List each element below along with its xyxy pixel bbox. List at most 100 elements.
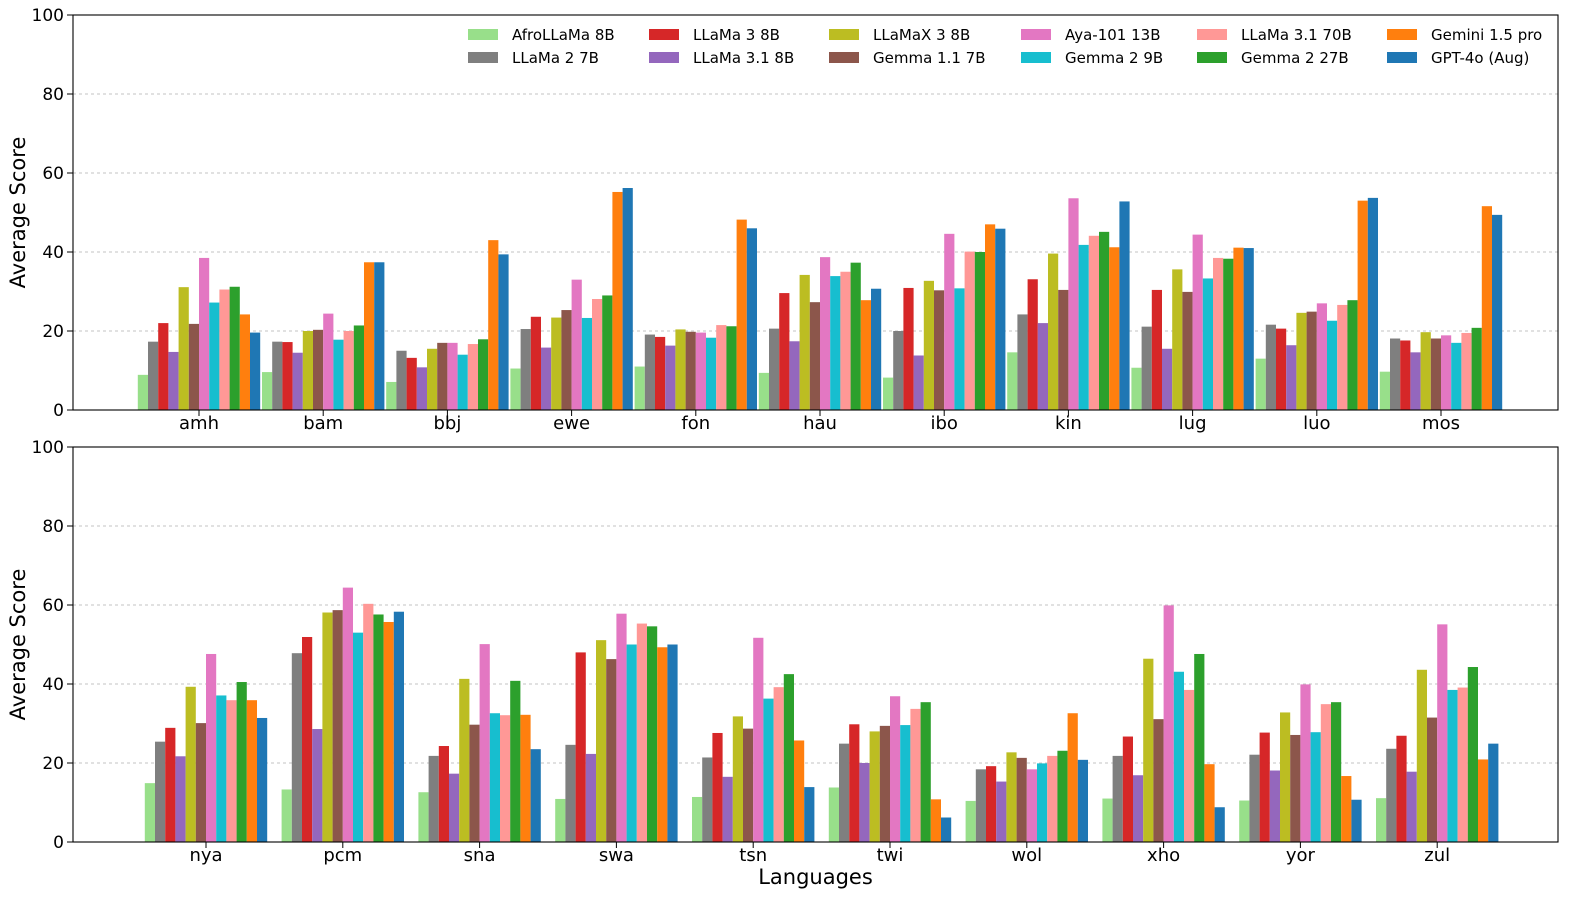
- bar-gemma-1-1-7b-mos: [1430, 338, 1441, 410]
- bar-afrollama-8b-fon: [634, 366, 645, 410]
- bar-gemini-1-5-pro-wol: [1067, 713, 1078, 842]
- bar-afrollama-8b-kin: [1007, 352, 1018, 410]
- bar-llama-2-7b-kin: [1017, 314, 1028, 410]
- bar-gemma-2-27b-xho: [1194, 653, 1205, 842]
- bar-afrollama-8b-pcm: [281, 789, 292, 842]
- bar-gemma-2-27b-swa: [647, 626, 658, 842]
- bar-llama-3-8b-amh: [158, 323, 169, 410]
- bar-gemma-1-1-7b-pcm: [332, 610, 343, 842]
- bar-gemini-1-5-pro-ibo: [985, 224, 996, 410]
- bar-gpt-4o-aug-xho: [1214, 807, 1225, 842]
- bar-gemma-2-27b-hau: [850, 262, 861, 410]
- bar-llama-2-7b-tsn: [702, 757, 713, 842]
- bar-afrollama-8b-sna: [418, 792, 429, 842]
- bar-aya-101-13b-mos: [1441, 335, 1452, 410]
- bar-llama-3-1-8b-nya: [175, 756, 186, 842]
- bar-llama-3-1-8b-pcm: [312, 729, 323, 842]
- bar-llama-3-1-70b-ibo: [964, 251, 975, 410]
- bar-llamax-3-8b-twi: [869, 731, 880, 842]
- bar-llama-3-1-70b-pcm: [363, 603, 374, 842]
- bar-llamax-3-8b-zul: [1416, 669, 1427, 842]
- legend-item-aya-101-13b: Aya-101 13B: [1021, 26, 1161, 44]
- bar-aya-101-13b-pcm: [342, 587, 353, 842]
- bar-gemma-1-1-7b-sna: [469, 724, 480, 842]
- bar-aya-101-13b-swa: [616, 613, 627, 842]
- bar-llama-2-7b-swa: [565, 744, 576, 842]
- bar-llama-3-1-8b-fon: [665, 345, 676, 410]
- bar-llama-3-1-70b-xho: [1184, 689, 1195, 842]
- bar-gemini-1-5-pro-twi: [930, 799, 941, 842]
- bar-llama-3-1-70b-bbj: [467, 344, 478, 410]
- bar-afrollama-8b-luo: [1255, 358, 1266, 410]
- y-axis-title: Average Score: [6, 569, 30, 721]
- bar-llama-2-7b-zul: [1386, 748, 1397, 842]
- bar-llamax-3-8b-amh: [178, 287, 189, 410]
- bar-llama-3-1-8b-zul: [1406, 771, 1417, 842]
- bar-gemini-1-5-pro-zul: [1478, 759, 1489, 842]
- bar-gpt-4o-aug-tsn: [804, 787, 815, 842]
- bar-gemma-1-1-7b-wol: [1016, 757, 1027, 842]
- y-tick-label: 20: [42, 754, 64, 774]
- bar-gpt-4o-aug-swa: [667, 644, 678, 842]
- y-axis-title: Average Score: [6, 137, 30, 289]
- bar-llama-3-1-70b-twi: [910, 708, 921, 842]
- bar-llama-3-1-8b-kin: [1037, 323, 1048, 410]
- legend-label: Gemma 2 27B: [1241, 49, 1349, 67]
- bar-llama-3-1-8b-bam: [292, 352, 303, 410]
- bar-llama-3-1-8b-luo: [1286, 345, 1297, 410]
- bar-gemma-2-9b-bbj: [457, 354, 468, 410]
- bar-afrollama-8b-ibo: [883, 377, 894, 410]
- bar-gemini-1-5-pro-ewe: [612, 191, 623, 410]
- bar-aya-101-13b-sna: [479, 644, 490, 842]
- bar-group-bam: [262, 262, 385, 410]
- legend-label: AfroLLaMa 8B: [512, 26, 615, 44]
- legend-swatch: [649, 29, 679, 40]
- bar-llamax-3-8b-lug: [1172, 269, 1183, 410]
- legend-item-llamax-3-8b: LLaMaX 3 8B: [829, 26, 970, 44]
- bar-afrollama-8b-amh: [137, 374, 148, 410]
- legend-label: LLaMa 3.1 8B: [693, 49, 794, 67]
- bar-llama-2-7b-fon: [644, 334, 655, 410]
- bar-aya-101-13b-xho: [1163, 605, 1174, 842]
- y-tick-label: 0: [53, 401, 64, 421]
- bar-group-mos: [1379, 206, 1503, 410]
- bar-gemini-1-5-pro-kin: [1109, 247, 1120, 410]
- bar-gpt-4o-aug-bbj: [498, 254, 509, 410]
- y-tick-label: 0: [53, 833, 64, 853]
- bar-group-xho: [1102, 605, 1225, 842]
- bar-llama-3-1-70b-zul: [1457, 687, 1468, 842]
- bar-group-yor: [1239, 684, 1362, 842]
- legend-swatch: [468, 29, 498, 40]
- bar-afrollama-8b-zul: [1376, 798, 1387, 842]
- bar-llamax-3-8b-mos: [1420, 332, 1431, 410]
- bar-llama-3-8b-yor: [1259, 732, 1270, 842]
- bar-afrollama-8b-hau: [758, 372, 769, 410]
- bar-group-wol: [965, 713, 1088, 842]
- x-tick-label-xho: xho: [1147, 845, 1180, 866]
- legend-swatch: [1197, 52, 1227, 63]
- bar-llama-3-1-8b-yor: [1269, 770, 1280, 842]
- bar-aya-101-13b-twi: [890, 696, 901, 842]
- y-tick-label: 40: [42, 243, 64, 263]
- bar-gemma-2-27b-nya: [236, 682, 247, 842]
- legend-swatch: [1387, 29, 1417, 40]
- bar-gemma-1-1-7b-lug: [1182, 291, 1193, 410]
- bar-llama-3-1-8b-mos: [1410, 352, 1421, 410]
- bar-gemini-1-5-pro-luo: [1357, 200, 1368, 410]
- legend-label: LLaMa 3.1 70B: [1241, 26, 1352, 44]
- x-tick-label-wol: wol: [1011, 845, 1042, 866]
- legend-label: Gemma 2 9B: [1065, 49, 1163, 67]
- bar-llama-3-8b-hau: [779, 293, 790, 410]
- bar-llama-3-1-70b-hau: [840, 271, 851, 410]
- bar-gpt-4o-aug-kin: [1119, 201, 1130, 410]
- bar-gemma-2-27b-amh: [229, 286, 240, 410]
- bar-gemma-2-27b-bbj: [478, 339, 489, 410]
- bar-llamax-3-8b-pcm: [322, 612, 333, 842]
- bar-gemma-1-1-7b-xho: [1153, 719, 1164, 842]
- bar-afrollama-8b-yor: [1239, 800, 1250, 842]
- y-tick-label: 100: [32, 438, 64, 458]
- bar-aya-101-13b-kin: [1068, 198, 1079, 410]
- bar-gpt-4o-aug-ewe: [622, 188, 633, 410]
- bar-llama-3-8b-bam: [282, 342, 293, 410]
- bar-group-tsn: [692, 637, 815, 842]
